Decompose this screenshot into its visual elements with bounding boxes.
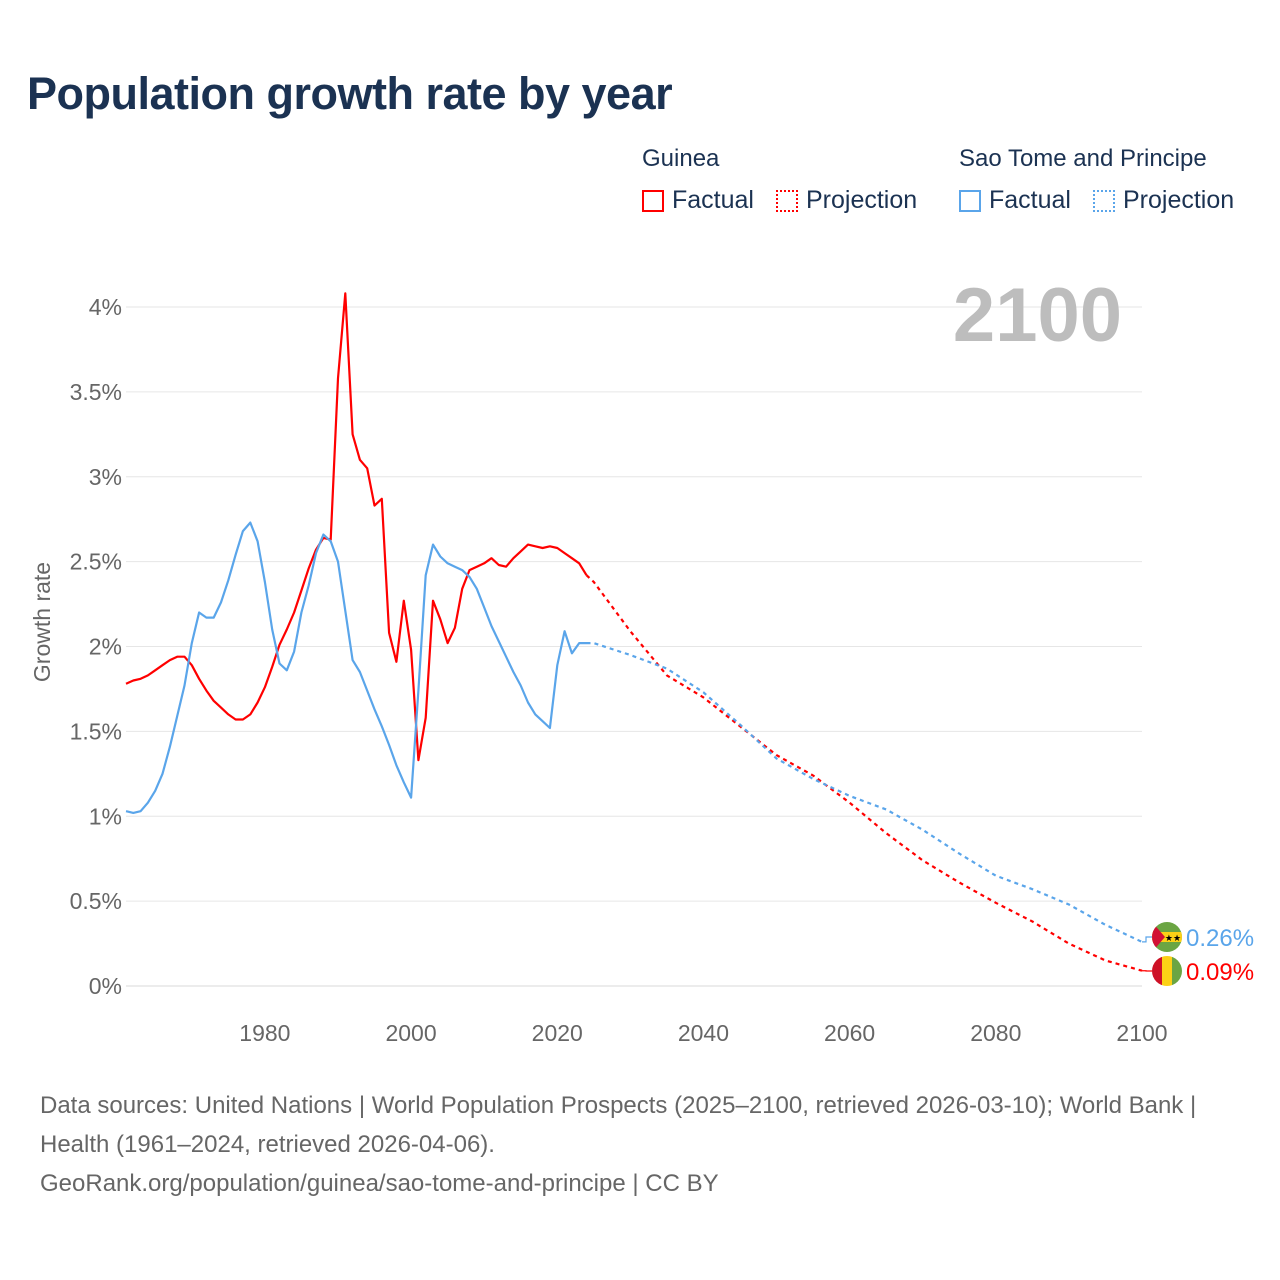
year-watermark: 2100 xyxy=(952,273,1122,358)
series-line-projection xyxy=(585,574,1143,972)
x-tick-label: 2060 xyxy=(824,1020,875,1046)
series-line-factual xyxy=(125,292,588,762)
legend-swatch-dotted xyxy=(776,189,798,212)
y-axis-label: Growth rate xyxy=(29,562,55,682)
legend-guinea-projection[interactable]: Projection xyxy=(776,186,917,215)
legend-stp-projection[interactable]: Projection xyxy=(1093,186,1234,215)
legend-guinea-factual[interactable]: Factual xyxy=(642,186,754,215)
series-line-factual xyxy=(125,521,587,814)
y-tick-label: 2% xyxy=(89,634,122,660)
x-tick-label: 2000 xyxy=(385,1020,436,1046)
sao-tome-flag-icon: ★★ xyxy=(1152,922,1182,952)
legend-label: Factual xyxy=(989,186,1071,214)
legend-swatch-solid xyxy=(959,189,981,212)
end-value-label: 0.26% xyxy=(1186,925,1254,952)
source-link[interactable]: GeoRank.org/population/guinea/sao-tome-a… xyxy=(40,1170,719,1197)
legend-swatch-dotted xyxy=(1093,189,1115,212)
legend-label: Factual xyxy=(672,186,754,214)
y-tick-label: 4% xyxy=(89,294,122,320)
chart-title: Population growth rate by year xyxy=(27,68,673,119)
data-sources: Data sources: United Nations | World Pop… xyxy=(40,1092,1197,1158)
svg-text:★★: ★★ xyxy=(1165,933,1181,943)
x-tick-label: 1980 xyxy=(239,1020,290,1046)
end-value-label: 0.09% xyxy=(1186,959,1254,986)
legend-label: Projection xyxy=(806,186,918,214)
y-tick-label: 3.5% xyxy=(70,379,122,405)
y-tick-label: 1.5% xyxy=(70,718,122,744)
x-tick-label: 2100 xyxy=(1116,1020,1167,1046)
x-tick-label: 2080 xyxy=(970,1020,1021,1046)
y-tick-label: 0% xyxy=(89,973,122,999)
legend-label: Projection xyxy=(1123,186,1235,214)
y-tick-label: 2.5% xyxy=(70,549,122,575)
x-tick-label: 2020 xyxy=(532,1020,583,1046)
legend-swatch-solid xyxy=(642,189,664,212)
legend-group-stp: Sao Tome and Principe xyxy=(959,145,1207,172)
end-connector xyxy=(1142,936,1152,943)
y-tick-label: 3% xyxy=(89,464,122,490)
x-tick-label: 2040 xyxy=(678,1020,729,1046)
legend-stp-factual[interactable]: Factual xyxy=(959,186,1071,215)
guinea-flag-icon xyxy=(1152,956,1182,986)
y-tick-label: 1% xyxy=(89,803,122,829)
series-line-projection xyxy=(586,642,1143,943)
y-tick-label: 0.5% xyxy=(70,888,122,914)
legend-group-guinea: Guinea xyxy=(642,145,720,172)
